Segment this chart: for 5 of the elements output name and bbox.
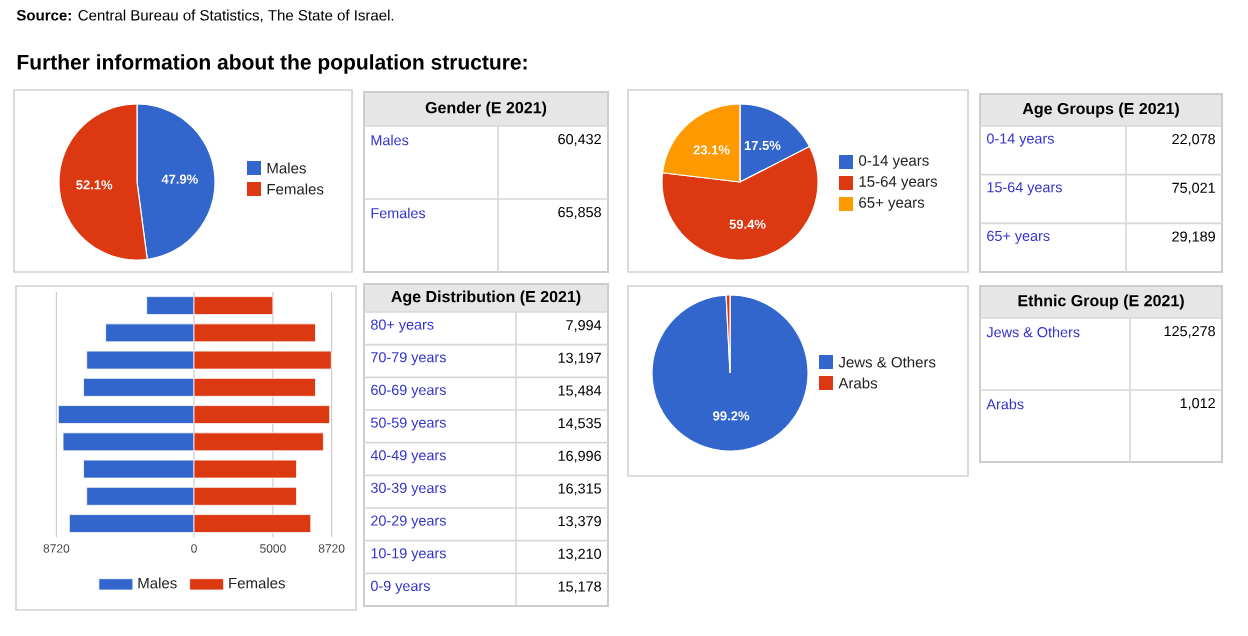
text: Further information about the population structure: [17,54,527,74]
text: Age Distribution (E 2021) [391,290,581,306]
text: Ethnic Group (E 2021) [1018,294,1184,310]
text: Gender (E 2021) [425,101,547,117]
text: Age Groups (E 2021) [1022,102,1179,118]
